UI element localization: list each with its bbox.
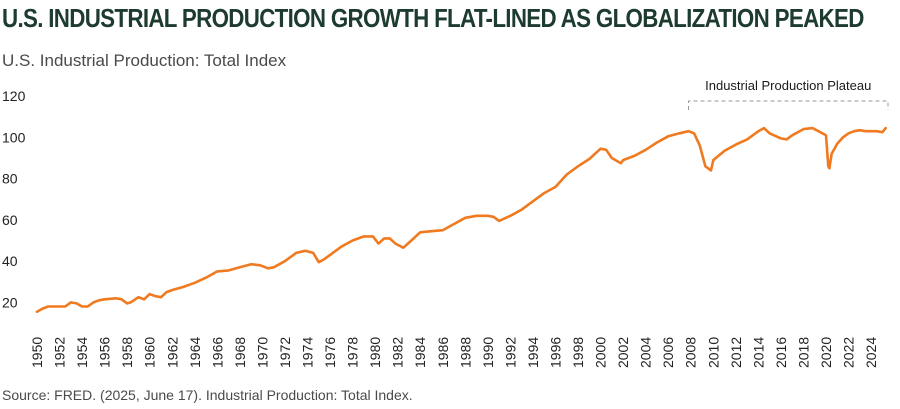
x-tick-label-1974: 1974 [300,337,316,368]
x-tick-label-2010: 2010 [705,337,721,368]
x-tick-label-1956: 1956 [97,337,113,368]
x-tick-label-1986: 1986 [435,337,451,368]
x-tick-label-1968: 1968 [232,337,248,368]
x-tick-label-1962: 1962 [164,337,180,368]
series-layer [35,126,887,313]
x-tick-label-1984: 1984 [412,337,428,368]
chart-subtitle: U.S. Industrial Production: Total Index [2,51,287,70]
x-tick-label-1976: 1976 [322,337,338,368]
x-tick-label-2012: 2012 [728,337,744,368]
source-note: Source: FRED. (2025, June 17). Industria… [2,387,413,403]
y-tick-label-40: 40 [2,253,18,269]
x-tick-label-2004: 2004 [638,337,654,368]
x-tick-label-2024: 2024 [863,337,879,368]
x-tick-label-1970: 1970 [254,337,270,368]
y-tick-label-60: 60 [2,212,18,228]
y-tick-label-80: 80 [2,171,18,187]
x-tick-label-1960: 1960 [142,337,158,368]
x-tick-label-1958: 1958 [119,337,135,368]
x-tick-label-1996: 1996 [547,337,563,368]
x-tick-label-2020: 2020 [818,337,834,368]
plateau-bracket [687,100,889,110]
x-tick-label-1998: 1998 [570,337,586,368]
x-tick-label-2014: 2014 [750,337,766,368]
x-tick-label-1990: 1990 [480,337,496,368]
x-tick-label-2022: 2022 [841,337,857,368]
x-tick-label-1980: 1980 [367,337,383,368]
plateau-annotation: Industrial Production Plateau [687,78,889,110]
x-tick-label-1950: 1950 [29,337,45,368]
y-tick-label-20: 20 [2,294,18,310]
x-tick-label-1964: 1964 [187,337,203,368]
x-tick-label-2018: 2018 [795,337,811,368]
x-tick-label-2016: 2016 [773,337,789,368]
x-axis-ticks: 1950 1952 1954 1956 1958 1960 1962 1964 1966 1968… [29,337,879,368]
x-tick-label-1992: 1992 [502,337,518,368]
x-tick-label-1966: 1966 [209,337,225,368]
x-tick-label-1994: 1994 [525,337,541,368]
y-tick-label-120: 120 [2,88,26,104]
y-axis-ticks: 20 40 60 80 100 120 [2,88,26,310]
page-title: U.S. INDUSTRIAL PRODUCTION GROWTH FLAT-L… [2,3,864,33]
x-tick-label-2000: 2000 [593,337,609,368]
x-tick-label-1988: 1988 [457,337,473,368]
x-tick-label-2002: 2002 [615,337,631,368]
x-tick-label-2008: 2008 [683,337,699,368]
plateau-label: Industrial Production Plateau [705,78,871,93]
x-tick-label-1978: 1978 [345,337,361,368]
x-tick-label-1982: 1982 [390,337,406,368]
series-line-industrial-production [35,126,887,313]
x-tick-label-1972: 1972 [277,337,293,368]
x-tick-label-1952: 1952 [52,337,68,368]
x-tick-label-1954: 1954 [74,337,90,368]
y-tick-label-100: 100 [2,129,26,145]
x-tick-label-2006: 2006 [660,337,676,368]
